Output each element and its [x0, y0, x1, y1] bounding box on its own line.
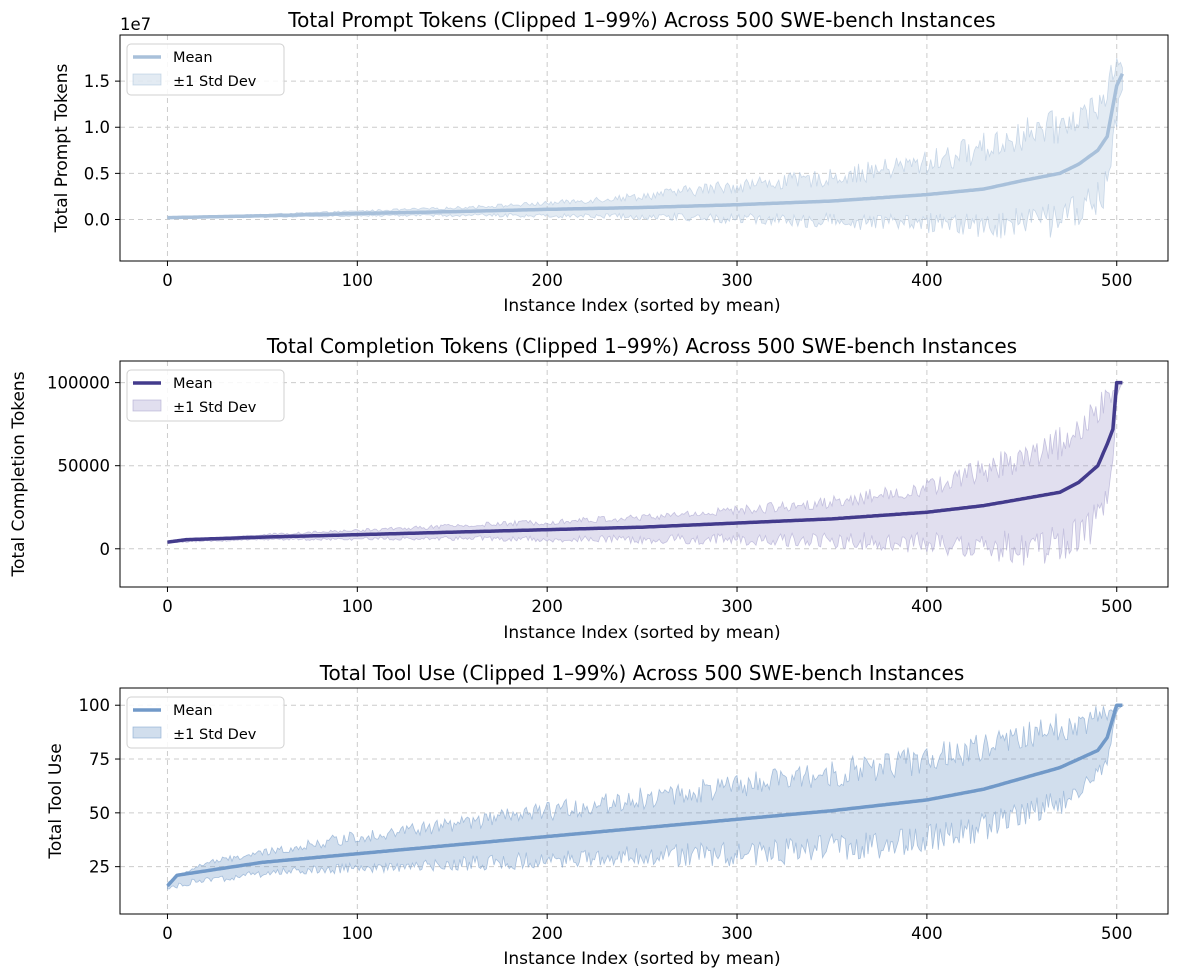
legend: Mean ±1 Std Dev: [126, 43, 285, 96]
legend-box: [126, 369, 285, 422]
chart-panel-3: 0 100 200 300 400 500 25 50 75 100 Total Tool Use …: [46, 661, 1169, 969]
x-tick-label: 400: [911, 271, 943, 290]
y-axis-label: Total Tool Use: [46, 743, 66, 859]
legend-box: [126, 696, 285, 749]
y-tick-label: 1.0: [84, 118, 110, 137]
legend-band-swatch: [132, 73, 162, 86]
legend: Mean ±1 Std Dev: [126, 696, 285, 749]
legend-label-mean: Mean: [173, 376, 213, 392]
std-dev-band: [167, 704, 1124, 890]
x-axis-label: Instance Index (sorted by mean): [503, 949, 780, 969]
legend-label-std-dev: ±1 Std Dev: [173, 74, 257, 90]
x-tick-label: 400: [911, 924, 943, 943]
x-tick-label: 100: [342, 271, 374, 290]
x-tick-label: 300: [721, 597, 753, 616]
y-offset-text: 1e7: [120, 15, 151, 34]
mean-line: [166, 703, 1123, 888]
legend: Mean ±1 Std Dev: [126, 369, 285, 422]
x-tick-label: 400: [911, 597, 943, 616]
mean-line: [167, 72, 1124, 220]
plot-frame: [119, 687, 1169, 915]
x-tick-label: 500: [1101, 597, 1133, 616]
y-tick-label: 0.5: [84, 164, 110, 183]
x-tick-label: 100: [342, 597, 374, 616]
y-tick-label: 50000: [58, 457, 111, 476]
legend-band-swatch: [132, 726, 162, 739]
x-tick-label: 0: [162, 924, 173, 943]
y-tick-label: 0.0: [84, 210, 110, 229]
x-tick-label: 200: [531, 597, 563, 616]
legend-label-std-dev: ±1 Std Dev: [173, 400, 257, 416]
y-tick-label: 25: [89, 858, 110, 877]
legend-box: [126, 43, 285, 96]
y-tick-label: 1.5: [84, 72, 110, 91]
y-tick-label: 100: [79, 696, 111, 715]
legend-band-swatch: [132, 399, 162, 412]
chart-title: Total Tool Use (Clipped 1–99%) Across 50…: [319, 661, 965, 685]
y-axis-label: Total Completion Tokens: [9, 371, 29, 577]
y-tick-label: 75: [89, 750, 110, 769]
plot-frame: [119, 360, 1169, 588]
x-axis-label: Instance Index (sorted by mean): [503, 623, 780, 643]
x-tick-label: 200: [531, 271, 563, 290]
x-tick-label: 500: [1101, 271, 1133, 290]
y-tick-label: 100000: [47, 374, 110, 393]
legend-label-mean: Mean: [173, 50, 213, 66]
legend-label-std-dev: ±1 Std Dev: [173, 727, 257, 743]
x-tick-label: 0: [162, 271, 173, 290]
x-tick-label: 500: [1101, 924, 1133, 943]
chart-title: Total Completion Tokens (Clipped 1–99%) …: [266, 334, 1017, 358]
std-dev-band: [167, 382, 1124, 566]
y-tick-label: 50: [89, 804, 110, 823]
x-tick-label: 300: [721, 271, 753, 290]
y-axis-label: Total Prompt Tokens: [52, 64, 72, 234]
x-axis-label: Instance Index (sorted by mean): [503, 296, 780, 316]
x-tick-label: 0: [162, 597, 173, 616]
x-tick-label: 100: [342, 924, 374, 943]
x-tick-label: 300: [721, 924, 753, 943]
chart-panel-1: 0 100 200 300 400 500 0.0 0.5 1.0 1.5 1e7 Total Pro…: [52, 8, 1169, 316]
legend-label-mean: Mean: [173, 703, 213, 719]
x-tick-label: 200: [531, 924, 563, 943]
y-tick-label: 0: [100, 540, 111, 559]
chart-panel-2: 0 100 200 300 400 500 0 50000 100000 Total Comple…: [9, 334, 1169, 643]
std-dev-band: [167, 57, 1123, 239]
chart-title: Total Prompt Tokens (Clipped 1–99%) Acro…: [287, 8, 995, 32]
mean-line: [167, 380, 1123, 544]
plot-frame: [119, 34, 1169, 262]
